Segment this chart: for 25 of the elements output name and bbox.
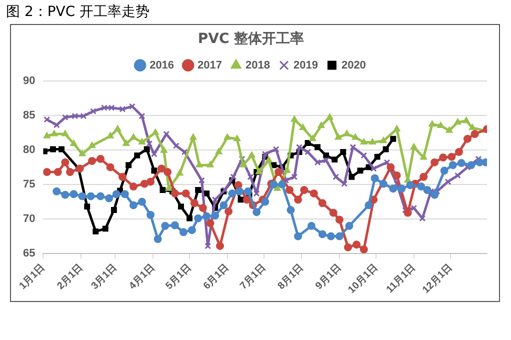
legend-label: 2016	[150, 59, 174, 72]
x-tick-label: 4月1日	[127, 262, 158, 292]
y-tick-label: 75	[22, 178, 36, 190]
x-tick-label: 1月1日	[18, 262, 48, 292]
x-tick-label: 8月1日	[276, 262, 306, 292]
y-tick-label: 65	[22, 248, 36, 260]
x-tick-label: 2月1日	[55, 262, 86, 292]
y-tick-label: 85	[22, 109, 36, 122]
y-tick-label: 80	[22, 144, 36, 156]
x-tick-label: 3月1日	[89, 262, 120, 292]
legend-label: 2019	[293, 59, 318, 72]
x-tick-label: 11月1日	[384, 262, 418, 296]
y-tick-label: 90	[22, 74, 36, 87]
legend-label: 2018	[246, 59, 270, 72]
chart-title: PVC 整体开工率	[198, 30, 304, 48]
legend-label: 2017	[198, 59, 222, 72]
x-tick-label: 5月1日	[164, 262, 194, 292]
x-tick-label: 10月1日	[346, 262, 380, 296]
x-tick-label: 6月1日	[202, 262, 232, 292]
caption: 图 2：PVC 开工率走势	[6, 3, 150, 21]
y-tick-label: 70	[22, 213, 36, 226]
x-tick-label: 12月1日	[420, 262, 454, 296]
x-tick-label: 9月1日	[314, 262, 344, 292]
legend-label: 2020	[341, 59, 366, 72]
x-tick-label: 7月1日	[238, 262, 268, 292]
